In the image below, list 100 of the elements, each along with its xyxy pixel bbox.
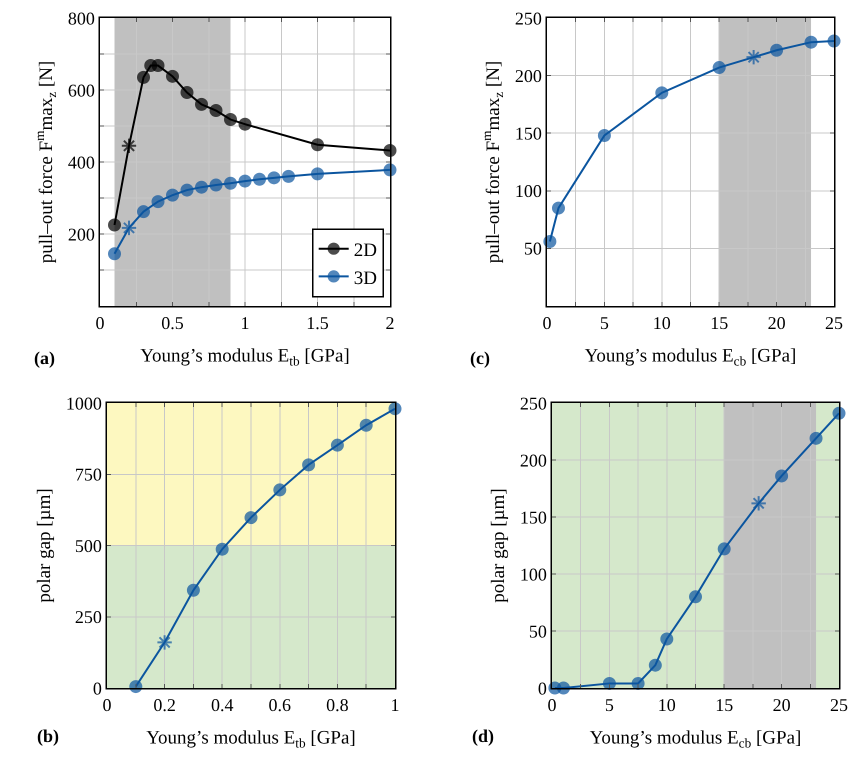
y-tick-label: 200 xyxy=(520,450,547,470)
point xyxy=(655,86,668,100)
y-tick-label: 100 xyxy=(514,181,542,202)
point xyxy=(804,36,818,49)
point xyxy=(180,86,194,100)
point xyxy=(282,170,295,183)
legend-label: 2D xyxy=(354,240,377,262)
x-tick-label: 15 xyxy=(710,313,728,334)
y-tick-label: 750 xyxy=(74,464,102,485)
x-tick-label: 2 xyxy=(386,313,394,334)
point xyxy=(253,172,266,186)
x-tick-label: 5 xyxy=(604,695,614,716)
point xyxy=(360,418,373,432)
point xyxy=(210,104,222,118)
point xyxy=(660,632,674,646)
point xyxy=(166,70,179,83)
y-tick-label: 600 xyxy=(68,80,95,100)
point xyxy=(689,590,702,604)
point xyxy=(120,220,138,236)
y-tick-label: 0 xyxy=(92,678,102,698)
point xyxy=(108,247,121,260)
point xyxy=(224,176,237,190)
point xyxy=(718,542,731,556)
point xyxy=(273,483,286,496)
y-tick-label: 50 xyxy=(528,621,547,642)
y-tick-label: 150 xyxy=(520,507,547,528)
point xyxy=(330,438,344,452)
y-tick-label: 200 xyxy=(514,66,542,86)
text: (c) xyxy=(470,348,490,368)
point xyxy=(311,138,324,152)
y-tick-label: 0 xyxy=(538,678,547,698)
point xyxy=(137,205,150,218)
x-tick-label: 0.6 xyxy=(268,695,292,716)
x-tick-label: 1.5 xyxy=(306,313,329,334)
y-tick-label: 200 xyxy=(68,224,95,244)
legend-label: 3D xyxy=(354,268,377,289)
point xyxy=(216,542,229,556)
x-tick-label: 1 xyxy=(240,313,250,334)
point xyxy=(195,180,208,194)
point xyxy=(632,676,645,690)
point xyxy=(238,174,252,188)
point xyxy=(745,48,762,66)
point xyxy=(108,218,121,232)
point xyxy=(195,98,208,111)
x-tick-label: 10 xyxy=(658,695,676,716)
point xyxy=(244,511,258,524)
x-tick-label: 20 xyxy=(772,695,791,716)
y-tick-label: 250 xyxy=(514,8,542,28)
point xyxy=(775,469,788,482)
point xyxy=(602,676,616,690)
point xyxy=(186,584,200,597)
text: (b) xyxy=(37,726,60,746)
point xyxy=(156,634,173,651)
y-tick-label: 100 xyxy=(520,564,547,584)
x-tick-label: 5 xyxy=(600,313,609,334)
x-tick-label: 0.5 xyxy=(161,313,184,334)
point xyxy=(810,432,823,445)
x-tick-label: 15 xyxy=(715,695,734,716)
y-tick-label: 1000 xyxy=(66,393,102,414)
point xyxy=(648,658,662,672)
point xyxy=(120,138,138,154)
x-axis-title: Young’s modulus E$_{cb}$ [GPa] xyxy=(584,346,796,369)
y-tick-label: 500 xyxy=(74,536,102,556)
y-axis-title: polar gap [µm] xyxy=(34,488,55,603)
point xyxy=(166,188,179,202)
point xyxy=(238,118,252,131)
x-tick-label: 1 xyxy=(390,695,400,716)
y-tick-label: 400 xyxy=(68,152,95,172)
point xyxy=(137,70,150,84)
point xyxy=(552,202,565,215)
point xyxy=(302,458,316,472)
text: (d) xyxy=(472,726,494,746)
x-tick-label: 0.2 xyxy=(153,695,176,716)
point xyxy=(770,44,784,57)
x-tick-label: 25 xyxy=(825,313,843,334)
x-axis-title: Young’s modulus E$_{tb}$ [GPa] xyxy=(140,346,350,369)
y-tick-label: 150 xyxy=(514,124,542,144)
x-axis-title: Young’s modulus E$_{cb}$ [GPa] xyxy=(590,728,802,751)
point xyxy=(210,178,222,192)
point xyxy=(152,59,164,72)
point xyxy=(598,129,611,142)
x-tick-label: 0.8 xyxy=(326,695,349,716)
y-axis-title: polar gap [µm] xyxy=(488,488,509,603)
point xyxy=(180,184,194,197)
point xyxy=(224,113,237,126)
point xyxy=(712,61,726,74)
y-tick-label: 50 xyxy=(524,238,542,259)
point xyxy=(152,195,164,208)
y-tick-label: 250 xyxy=(74,607,102,628)
x-tick-label: 20 xyxy=(768,313,786,334)
x-tick-label: 10 xyxy=(652,313,671,334)
point xyxy=(750,495,767,512)
x-tick-label: 0.4 xyxy=(210,695,234,716)
x-axis-title: Young’s modulus E$_{tb}$ [GPa] xyxy=(146,728,356,751)
point xyxy=(268,171,280,184)
text: (a) xyxy=(34,348,55,368)
point xyxy=(311,167,324,180)
y-tick-label: 250 xyxy=(520,393,547,414)
point xyxy=(543,234,556,248)
x-tick-label: 25 xyxy=(830,695,848,716)
